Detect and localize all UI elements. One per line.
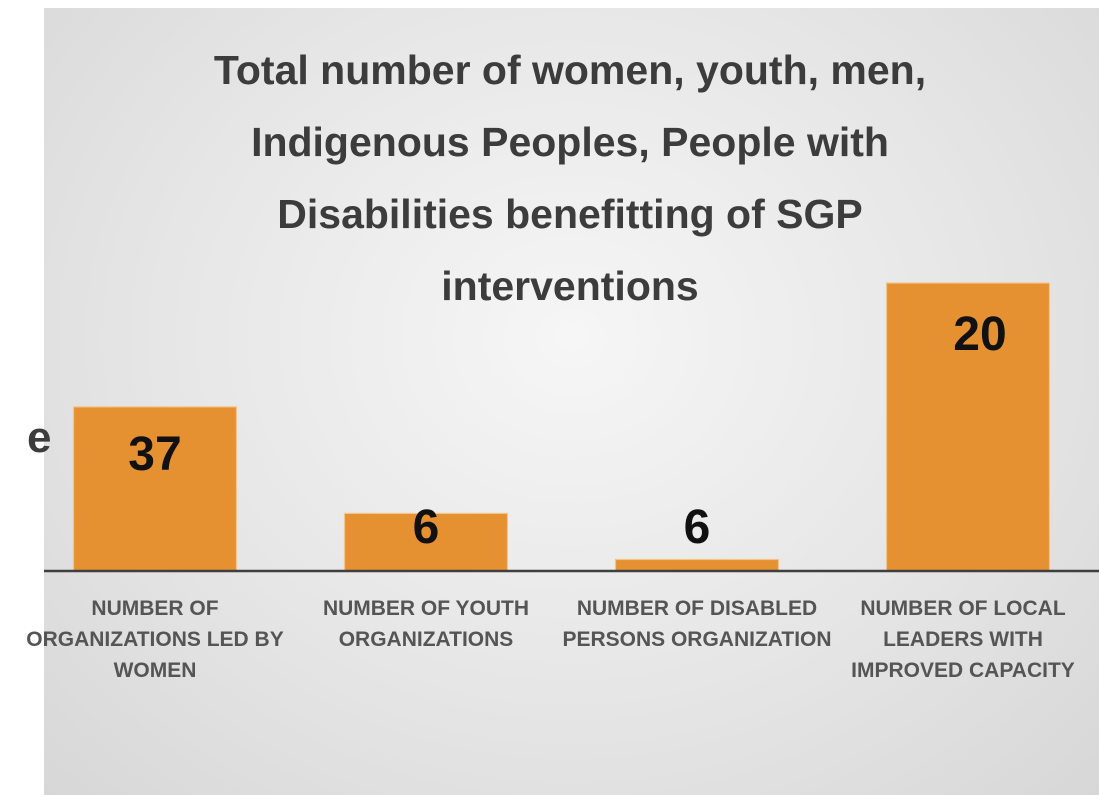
bar-value-label-3: 6 — [684, 501, 711, 554]
clipped-text-fragment: e — [27, 413, 52, 462]
bar-1 — [72, 406, 238, 572]
category-label-2: NUMBER OF YOUTH ORGANIZATIONS — [322, 597, 530, 651]
bar-group — [72, 282, 1051, 572]
chart-title: Total number of women, youth, men, Indig… — [213, 47, 927, 309]
category-label-4: NUMBER OF LOCAL LEADERS WITH IMPROVED CA… — [851, 597, 1075, 682]
bar-3 — [614, 558, 780, 572]
bar-value-label-1: 37 — [128, 428, 181, 481]
bar-4 — [885, 282, 1051, 572]
bar-value-label-4: 20 — [953, 308, 1006, 361]
value-label-group: 37 6 6 20 — [128, 308, 1006, 554]
category-label-3: NUMBER OF DISABLED PERSONS ORGANIZATION — [562, 597, 832, 651]
bar-value-label-2: 6 — [413, 501, 440, 554]
bar-2 — [343, 512, 509, 572]
category-label-1: NUMBER OF ORGANIZATIONS LED BY WOMEN — [26, 597, 284, 682]
